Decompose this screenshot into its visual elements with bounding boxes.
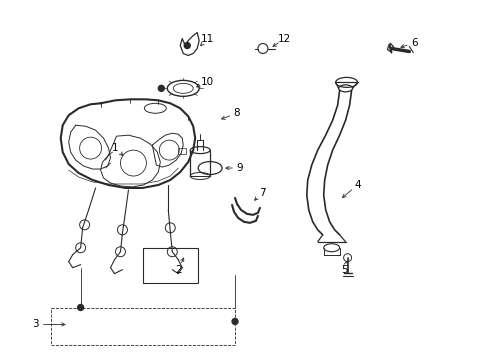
Bar bbox=[144, 248, 198, 283]
Text: 1: 1 bbox=[112, 143, 119, 153]
Circle shape bbox=[184, 42, 190, 49]
Circle shape bbox=[158, 85, 164, 91]
Text: 4: 4 bbox=[354, 180, 361, 190]
Text: 2: 2 bbox=[175, 265, 182, 275]
Text: 9: 9 bbox=[237, 163, 244, 173]
Text: 10: 10 bbox=[200, 77, 214, 87]
Text: 7: 7 bbox=[259, 188, 265, 198]
Text: 11: 11 bbox=[200, 33, 214, 44]
Text: 3: 3 bbox=[32, 319, 39, 329]
Bar bbox=[51, 307, 235, 345]
Text: 8: 8 bbox=[234, 108, 240, 118]
Text: 12: 12 bbox=[278, 33, 292, 44]
Text: 5: 5 bbox=[342, 265, 348, 275]
Text: 6: 6 bbox=[411, 37, 417, 48]
Circle shape bbox=[77, 305, 84, 310]
Circle shape bbox=[232, 319, 238, 324]
Bar bbox=[178, 148, 186, 154]
